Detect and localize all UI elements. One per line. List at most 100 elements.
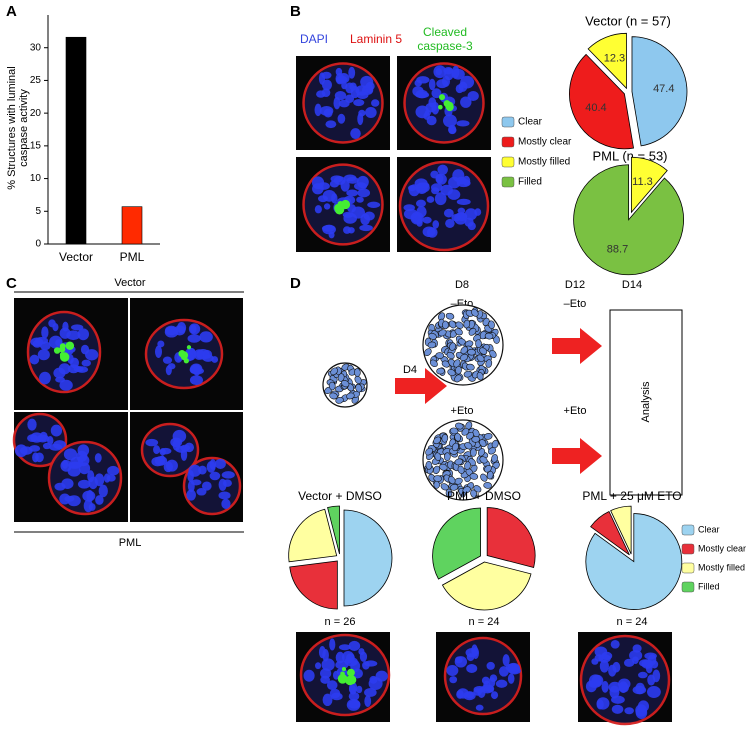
caspase-signal [53, 347, 61, 354]
cell [460, 346, 469, 355]
nucleus [164, 325, 178, 336]
micrograph [296, 157, 390, 252]
nucleus [215, 458, 226, 469]
treatment-label: +Eto [451, 405, 474, 417]
nucleus [184, 442, 195, 453]
legend-label: Clear [518, 117, 543, 128]
cell [479, 439, 487, 448]
pie-slice [630, 156, 668, 214]
cell [478, 448, 486, 457]
nucleus [644, 652, 657, 660]
arrow [552, 438, 602, 474]
nucleus [608, 681, 622, 693]
cell [449, 483, 459, 491]
nucleus [322, 693, 333, 707]
nucleus [365, 107, 377, 119]
nucleus [329, 638, 336, 651]
nucleus [346, 189, 359, 197]
group-label: Vector [114, 277, 146, 289]
nucleus [638, 671, 648, 679]
cell [448, 320, 457, 329]
pie-title: PML + 25 μM ETO [582, 489, 681, 503]
caspase-signal [341, 667, 346, 672]
cell [346, 392, 355, 400]
nucleus [407, 185, 417, 192]
nucleus [94, 453, 102, 463]
cell [485, 359, 493, 368]
nucleus [82, 490, 96, 502]
cell [463, 370, 473, 378]
nucleus [37, 349, 50, 361]
cell [427, 341, 437, 349]
legend-swatch [501, 136, 515, 148]
nucleus [322, 224, 336, 235]
nucleus [52, 323, 59, 332]
nucleus [490, 691, 499, 700]
nucleus [77, 479, 91, 489]
cell [491, 454, 498, 463]
nucleus [364, 687, 377, 697]
micrograph [296, 56, 390, 150]
nucleus [187, 334, 201, 343]
cell [429, 359, 438, 368]
nucleus [39, 371, 51, 385]
y-tick-label: 5 [35, 206, 41, 217]
nucleus [103, 473, 111, 483]
legend-swatch [501, 156, 515, 168]
stain-label: Laminin 5 [350, 32, 402, 46]
panel-label: B [290, 3, 301, 20]
nucleus [19, 446, 33, 455]
x-tick-label: Vector [59, 250, 93, 264]
nucleus [322, 649, 329, 662]
cell [447, 369, 456, 377]
analysis-label: Analysis [640, 381, 652, 422]
nucleus [54, 482, 66, 491]
cell [440, 483, 449, 491]
cell [479, 456, 488, 464]
nucleus [412, 86, 424, 97]
cell [441, 433, 449, 443]
legend-swatch [681, 524, 695, 536]
nucleus [467, 222, 476, 231]
nucleus [159, 448, 166, 456]
nucleus [34, 337, 49, 345]
nucleus [601, 680, 609, 693]
nucleus [331, 193, 338, 204]
nucleus [422, 216, 432, 224]
panel-label: C [6, 275, 17, 292]
nucleus [473, 686, 486, 693]
caspase-signal [337, 673, 348, 684]
nucleus [456, 689, 464, 699]
nucleus [612, 661, 621, 673]
nucleus [348, 640, 361, 652]
nucleus [611, 704, 624, 714]
nucleus [435, 173, 447, 185]
nucleus [359, 651, 368, 662]
nucleus [317, 195, 328, 203]
nucleus [356, 685, 363, 694]
nucleus [189, 375, 203, 386]
caspase-signal [59, 346, 66, 353]
nucleus [50, 424, 63, 437]
nucleus [338, 644, 351, 651]
nucleus [49, 443, 63, 451]
pie-slice [432, 507, 481, 580]
nucleus [341, 651, 355, 664]
nucleus [321, 658, 335, 672]
nucleus [419, 182, 430, 189]
pie-slice [569, 53, 634, 150]
nucleus [403, 208, 418, 220]
nucleus [364, 660, 378, 667]
pie-slice [573, 164, 684, 276]
y-tick-label: 30 [30, 42, 42, 53]
nucleus [184, 347, 197, 361]
nucleus [446, 664, 459, 677]
caspase-signal [334, 205, 345, 215]
nucleus [444, 68, 454, 81]
nucleus [209, 471, 221, 481]
nucleus [448, 124, 457, 134]
bar [65, 36, 87, 245]
nucleus [456, 120, 470, 127]
nucleus [415, 105, 430, 119]
nucleus [351, 668, 363, 679]
